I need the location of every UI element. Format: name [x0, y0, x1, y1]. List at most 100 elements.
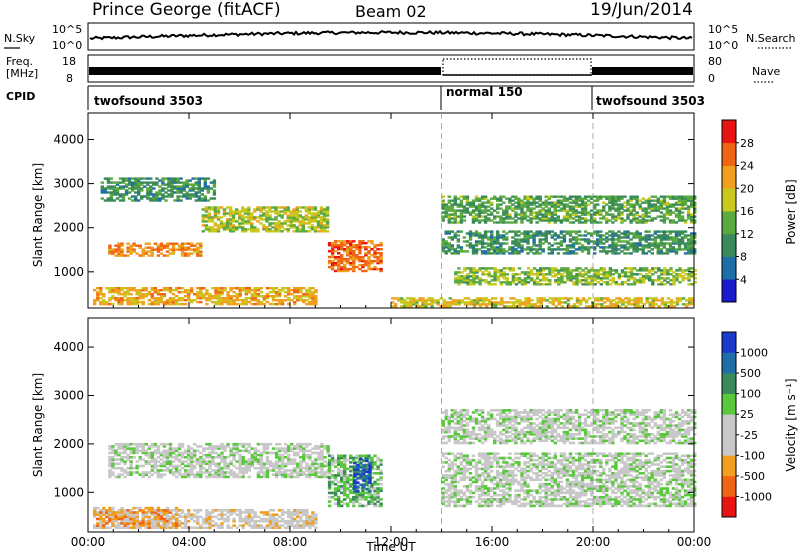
data-cell	[305, 469, 309, 472]
data-cell	[277, 302, 282, 306]
data-cell	[220, 475, 224, 479]
data-cell	[147, 447, 151, 450]
data-cell	[593, 279, 597, 282]
data-cell	[690, 271, 694, 274]
data-cell	[376, 267, 380, 271]
data-cell	[223, 473, 227, 476]
data-cell	[509, 297, 513, 300]
data-cell	[584, 283, 588, 286]
data-cell	[556, 209, 560, 212]
data-cell	[170, 179, 174, 182]
data-cell	[241, 475, 245, 479]
data-cell	[147, 302, 151, 306]
data-cell	[317, 475, 321, 479]
data-cell	[626, 199, 630, 202]
data-cell	[656, 244, 660, 247]
data-cell	[241, 222, 245, 225]
data-cell	[680, 240, 685, 243]
data-cell	[167, 179, 171, 182]
data-cell	[563, 269, 567, 272]
data-cell	[684, 305, 689, 308]
data-cell	[451, 303, 455, 306]
data-cell	[293, 469, 297, 472]
data-cell	[250, 526, 254, 529]
data-cell	[672, 271, 676, 274]
data-cell	[280, 216, 284, 219]
data-cell	[641, 250, 645, 253]
data-cell	[474, 195, 479, 198]
data-cell	[302, 295, 306, 298]
data-cell	[602, 269, 606, 272]
data-cell	[527, 299, 531, 302]
data-cell	[290, 458, 294, 461]
data-cell	[580, 248, 585, 251]
data-cell	[114, 466, 118, 470]
data-cell	[241, 526, 245, 529]
data-cell	[188, 187, 192, 190]
data-cell	[554, 267, 558, 270]
data-cell	[298, 224, 302, 227]
data-cell	[586, 232, 591, 235]
data-cell	[505, 277, 509, 280]
data-cell	[602, 250, 606, 253]
data-cell	[370, 261, 374, 265]
data-cell	[304, 222, 308, 225]
data-cell	[629, 199, 633, 202]
data-cell	[629, 267, 634, 270]
data-cell	[196, 250, 200, 253]
data-cell	[505, 250, 509, 253]
data-cell	[650, 234, 654, 237]
data-cell	[311, 513, 315, 516]
data-cell	[280, 206, 284, 209]
data-cell	[526, 273, 531, 276]
data-cell	[156, 299, 161, 302]
data-cell	[517, 203, 521, 206]
data-cell	[202, 293, 206, 296]
data-cell	[681, 271, 685, 274]
data-cell	[611, 248, 615, 251]
data-cell	[536, 297, 540, 300]
data-cell	[376, 252, 380, 255]
data-cell	[505, 281, 509, 284]
data-cell	[457, 271, 461, 274]
data-cell	[150, 473, 154, 476]
data-cell	[608, 275, 613, 278]
data-cell	[265, 466, 270, 470]
data-cell	[316, 220, 321, 223]
data-cell	[499, 203, 503, 206]
data-cell	[660, 303, 665, 306]
data-cell	[660, 297, 665, 300]
data-cell	[523, 205, 527, 208]
data-cell	[687, 297, 692, 300]
data-cell	[108, 244, 112, 247]
data-cell	[502, 252, 506, 255]
data-cell	[259, 460, 264, 463]
data-cell	[480, 205, 485, 208]
data-cell	[138, 458, 142, 461]
data-cell	[120, 299, 124, 302]
data-cell	[152, 195, 156, 198]
data-cell	[167, 195, 171, 198]
data-cell	[447, 221, 451, 224]
data-cell	[305, 519, 309, 523]
data-cell	[220, 515, 224, 519]
data-cell	[112, 193, 117, 196]
data-cell	[620, 275, 625, 278]
data-cell	[484, 267, 488, 270]
data-cell	[112, 199, 117, 202]
data-cell	[217, 447, 221, 450]
data-cell	[566, 279, 570, 282]
data-cell	[346, 252, 350, 255]
data-cell	[663, 303, 668, 306]
data-cell	[193, 464, 197, 468]
data-cell	[120, 506, 124, 510]
data-cell	[511, 277, 516, 280]
data-cell	[623, 205, 627, 208]
data-cell	[187, 254, 191, 257]
data-cell	[214, 302, 218, 306]
data-cell	[283, 212, 287, 215]
data-cell	[647, 203, 651, 206]
data-cell	[114, 299, 118, 302]
data-cell	[502, 275, 506, 278]
data-cell	[197, 179, 201, 182]
